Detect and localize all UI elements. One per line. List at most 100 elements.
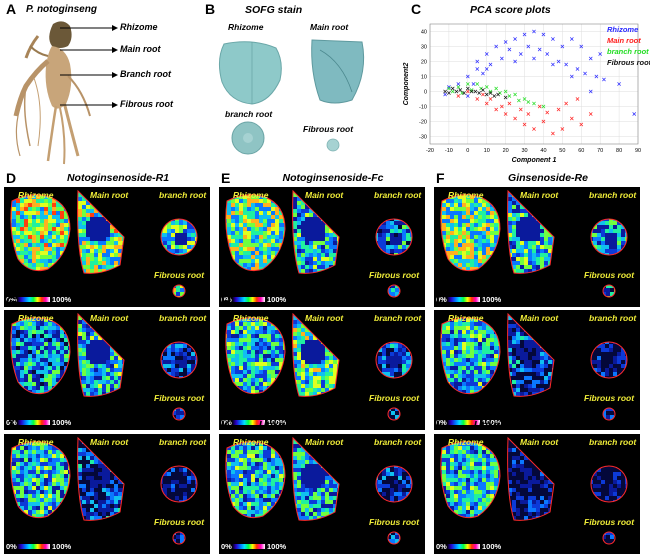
scatter-point-rhizome — [551, 37, 554, 40]
scatter-point-rhizome — [532, 57, 535, 60]
colorbar-gradient — [17, 544, 50, 549]
scatter-point-fibrous-root — [481, 88, 484, 91]
panel-letter-j: J — [6, 417, 14, 433]
ion-intensity-map — [434, 310, 640, 430]
scatter-point-fibrous-root — [462, 91, 465, 94]
scatter-point-rhizome — [570, 37, 573, 40]
label-fibrous-root: Fibrous root — [154, 270, 204, 280]
label-rhizome: Rhizome — [233, 437, 268, 447]
label-branch-root: branch root — [589, 437, 636, 447]
y-tick-label: 30 — [421, 45, 427, 51]
stain-label-rhizome: Rhizome — [228, 22, 263, 32]
panel-letter-k: K — [221, 417, 231, 433]
ion-intensity-map — [4, 434, 210, 554]
label-branch-root: branch root — [374, 437, 421, 447]
scatter-point-rhizome — [565, 63, 568, 66]
scatter-point-rhizome — [583, 72, 586, 75]
scatter-point-rhizome — [513, 37, 516, 40]
y-tick-label: 20 — [421, 60, 427, 66]
label-rhizome: Rhizome — [448, 313, 483, 323]
scatter-point-branch-root — [513, 93, 516, 96]
panel-letter-g: G — [6, 293, 17, 309]
panel-d-title: Notoginsenoside-R1 — [26, 172, 210, 184]
scatter-point-branch-root — [532, 102, 535, 105]
panel-l-title: Unknown, negative, m/z 624.5 — [456, 419, 640, 431]
scatter-point-rhizome — [551, 63, 554, 66]
scatter-point-main-root — [546, 111, 549, 114]
panel-letter-c: C — [411, 1, 421, 17]
scatter-point-main-root — [589, 112, 592, 115]
scatter-point-rhizome — [500, 57, 503, 60]
x-tick-label: 20 — [503, 148, 509, 154]
panel-h-title: Citric acid — [241, 295, 425, 307]
label-main-root: Main root — [520, 313, 558, 323]
scatter-point-main-root — [519, 108, 522, 111]
colorbar-max-label: 100% — [52, 542, 71, 551]
panel-letter-h: H — [221, 293, 231, 309]
panel-letter-l: L — [436, 417, 445, 433]
panel-letter-a: A — [6, 1, 16, 17]
x-tick-label: 10 — [484, 148, 490, 154]
colorbar-min-label: 0% — [6, 542, 17, 551]
panel-letter-d: D — [6, 170, 16, 186]
x-tick-label: 80 — [616, 148, 622, 154]
ion-intensity-map — [219, 310, 425, 430]
scatter-point-main-root — [527, 112, 530, 115]
panel-b-title: SOFG stain — [245, 4, 302, 16]
label-fibrous-root: Fibrous root — [369, 270, 419, 280]
legend-entry: Main root — [607, 36, 641, 45]
scatter-point-branch-root — [517, 99, 520, 102]
label-fibrous-root: Fibrous root — [154, 517, 204, 527]
scatter-point-main-root — [576, 97, 579, 100]
colorbar-min-label: 0% — [221, 542, 232, 551]
scatter-point-fibrous-root — [496, 93, 499, 96]
x-tick-label: -10 — [445, 148, 453, 154]
label-fibrous-root: Fibrous root — [154, 393, 204, 403]
colorbar-max-label: 100% — [482, 542, 501, 551]
label-branch-root: branch root — [159, 190, 206, 200]
panel-i-title: Glutamine — [456, 295, 640, 307]
scatter-point-branch-root — [508, 94, 511, 97]
scatter-point-rhizome — [519, 52, 522, 55]
scatter-point-main-root — [551, 132, 554, 135]
scatter-point-rhizome — [602, 78, 605, 81]
scatter-point-main-root — [457, 94, 460, 97]
colorbar-min-label: 0% — [436, 542, 447, 551]
scatter-point-fibrous-root — [478, 91, 481, 94]
y-tick-label: 10 — [421, 75, 427, 81]
label-main-root: Main root — [305, 190, 343, 200]
scatter-point-branch-root — [527, 100, 530, 103]
label-branch-root: branch root — [374, 313, 421, 323]
photo-label-fibrous-root: Fibrous root — [120, 99, 173, 109]
scatter-point-main-root — [570, 117, 573, 120]
label-fibrous-root: Fibrous root — [584, 393, 634, 403]
ion-intensity-map — [434, 187, 640, 307]
scatter-point-main-root — [489, 97, 492, 100]
intensity-colorbar: 0% 100% — [434, 542, 534, 552]
scatter-point-rhizome — [589, 57, 592, 60]
legend-entry: Rhizome — [607, 25, 638, 34]
y-tick-label: 0 — [424, 90, 427, 96]
scatter-point-main-root — [557, 108, 560, 111]
panel-e-title: Notoginsenoside-Fc — [241, 172, 425, 184]
scatter-point-branch-root — [457, 85, 460, 88]
panel-g-title: Dencichine — [26, 295, 210, 307]
label-main-root: Main root — [90, 313, 128, 323]
intensity-colorbar: 0% 100% — [4, 542, 104, 552]
label-branch-root: branch root — [589, 190, 636, 200]
scatter-point-rhizome — [476, 67, 479, 70]
x-tick-label: 90 — [635, 148, 641, 154]
ion-intensity-map — [4, 187, 210, 307]
scatter-point-rhizome — [508, 48, 511, 51]
scatter-point-fibrous-root — [493, 94, 496, 97]
label-main-root: Main root — [90, 190, 128, 200]
